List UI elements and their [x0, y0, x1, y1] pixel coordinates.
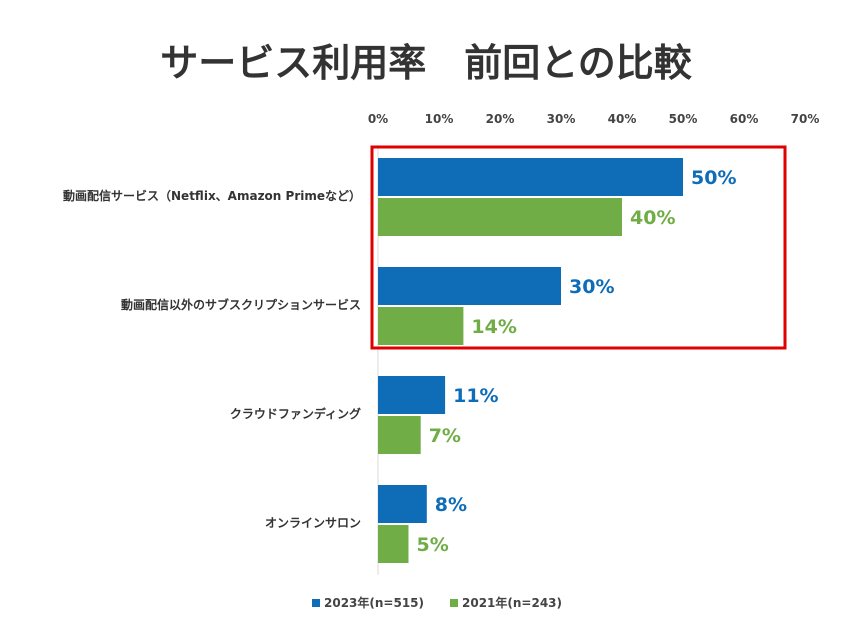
bar-s1-c3 [378, 525, 409, 563]
x-tick-label: 20% [486, 112, 515, 126]
category-label: オンラインサロン [265, 516, 361, 530]
x-tick-label: 10% [425, 112, 454, 126]
x-tick-label: 30% [547, 112, 576, 126]
bar-s1-c2 [378, 416, 421, 454]
highlight-box [370, 145, 787, 350]
legend-swatch [450, 599, 458, 607]
x-tick-label: 70% [791, 112, 820, 126]
data-label: 50% [691, 167, 736, 189]
data-label: 8% [435, 494, 467, 516]
legend-label: 2021年(n=243) [462, 595, 562, 610]
legend-label: 2023年(n=515) [324, 595, 424, 610]
data-label: 5% [417, 534, 449, 556]
category-label: クラウドファンディング [230, 406, 361, 421]
data-label: 11% [453, 385, 498, 407]
bar-s0-c0 [378, 158, 683, 196]
data-label: 30% [569, 276, 614, 298]
data-label: 14% [471, 316, 516, 338]
x-tick-label: 60% [730, 112, 759, 126]
x-tick-label: 40% [608, 112, 637, 126]
bar-s1-c0 [378, 198, 622, 236]
x-tick-label: 50% [669, 112, 698, 126]
data-label: 7% [429, 425, 461, 447]
category-label: 動画配信以外のサブスクリプションサービス [121, 297, 361, 312]
bar-s0-c3 [378, 485, 427, 523]
x-tick-label: 0% [368, 112, 388, 126]
bar-s1-c1 [378, 307, 464, 345]
legend-swatch [312, 599, 320, 607]
bar-s0-c1 [378, 267, 561, 305]
data-label: 40% [630, 207, 675, 229]
chart-title: サービス利用率 前回との比較 [160, 41, 693, 85]
category-label: 動画配信サービス（Netflix、Amazon Primeなど） [63, 188, 361, 203]
bar-s0-c2 [378, 376, 446, 414]
